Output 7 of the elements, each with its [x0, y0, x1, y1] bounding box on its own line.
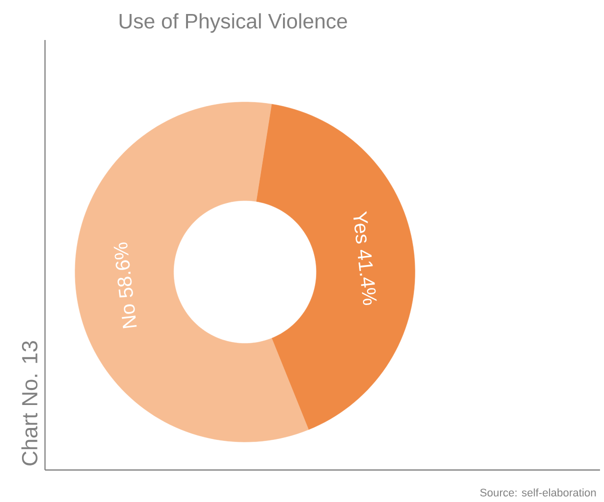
data-label: 58.6% [114, 242, 133, 298]
text: Chart No. 13 [21, 341, 38, 466]
slice-label: Yes [353, 211, 368, 244]
source-note: Source: self-elaboration [480, 488, 596, 496]
chart-title: Use of Physical Violence [120, 13, 347, 33]
slice-label: No [122, 304, 137, 328]
data-label: 41.4% [358, 250, 377, 305]
